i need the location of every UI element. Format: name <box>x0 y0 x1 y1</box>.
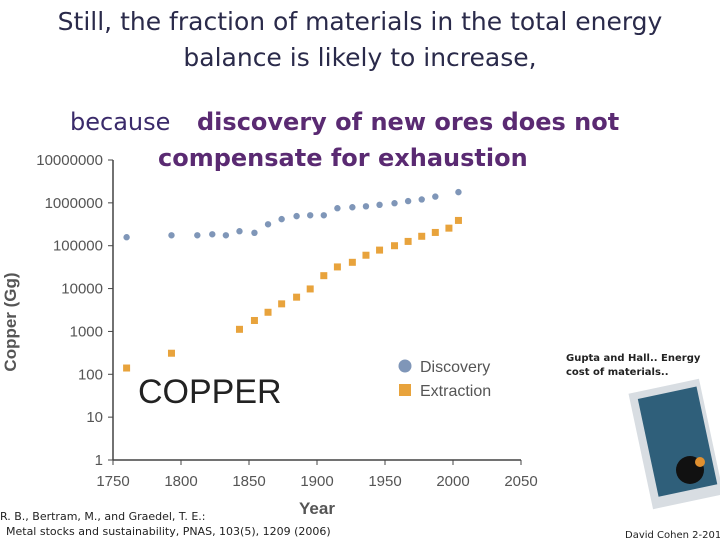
point <box>306 285 314 293</box>
source-line: R. B., Bertram, M., and Graedel, T. E.: <box>0 510 206 523</box>
point <box>404 197 412 205</box>
point <box>320 212 327 219</box>
point <box>264 308 272 316</box>
legend-label: Discovery <box>420 359 490 376</box>
x-tick-label: 1800 <box>164 473 197 490</box>
footer: David Cohen 2-2015 <box>625 530 720 540</box>
y-axis-label: Copper (Gg) <box>1 272 20 371</box>
point <box>250 316 258 324</box>
point <box>168 232 175 239</box>
point <box>376 201 383 209</box>
source-line: Metal stocks and sustainability, PNAS, 1… <box>6 525 331 538</box>
point <box>264 221 272 228</box>
title-line: balance is likely to increase, <box>183 43 536 72</box>
x-tick-label: 2000 <box>436 473 469 490</box>
legend-label: Extraction <box>420 383 491 400</box>
point <box>209 231 216 238</box>
y-tick-label: 10 <box>86 409 103 426</box>
y-tick-label: 10000000 <box>36 152 103 169</box>
y-tick-label: 100000 <box>53 238 103 255</box>
y-tick-label: 100 <box>78 366 103 383</box>
point <box>278 300 286 308</box>
point <box>376 246 384 254</box>
point <box>362 251 370 259</box>
x-tick-label: 2050 <box>504 473 537 490</box>
x-tick-label: 1900 <box>300 473 333 490</box>
legend-marker <box>398 359 412 373</box>
point <box>333 263 341 271</box>
point <box>222 232 230 239</box>
point <box>445 224 453 232</box>
point <box>348 258 356 266</box>
point <box>418 196 425 203</box>
point <box>320 272 328 280</box>
book-note: Gupta and Hall.. Energy <box>566 353 701 364</box>
x-axis-label: Year <box>299 499 335 518</box>
y-tick-label: 1000000 <box>45 195 103 212</box>
book-note: cost of materials.. <box>566 367 669 378</box>
y-tick-label: 10000 <box>61 281 103 298</box>
point <box>432 193 439 200</box>
y-tick-label: 1000 <box>70 323 103 340</box>
point <box>391 242 399 250</box>
point <box>307 212 314 219</box>
x-tick-label: 1850 <box>232 473 265 490</box>
point <box>194 232 201 239</box>
point <box>454 216 462 224</box>
point <box>404 237 412 245</box>
x-tick-label: 1950 <box>368 473 401 490</box>
point <box>123 234 130 241</box>
point <box>418 232 426 240</box>
point <box>167 349 175 357</box>
legend-marker <box>399 384 411 396</box>
title-line: Still, the fraction of materials in the … <box>58 7 663 36</box>
y-tick-label: 1 <box>95 452 103 469</box>
point <box>235 325 243 333</box>
subtitle-line: discovery of new ores does not <box>197 108 619 136</box>
point <box>123 364 131 372</box>
point <box>349 204 356 211</box>
point <box>362 203 370 210</box>
point <box>334 205 341 212</box>
book-image <box>628 378 720 510</box>
point <box>431 228 439 236</box>
subtitle-plain: because <box>70 108 170 136</box>
chart-bg <box>0 148 540 520</box>
point <box>236 228 243 235</box>
point <box>391 200 398 207</box>
subtitle-line: compensate for exhaustion <box>158 144 528 172</box>
point <box>251 229 258 237</box>
point <box>455 188 462 196</box>
point <box>293 293 301 301</box>
x-tick-label: 1750 <box>96 473 129 490</box>
point <box>293 212 300 220</box>
annotation: COPPER <box>138 373 282 411</box>
point <box>278 215 285 223</box>
